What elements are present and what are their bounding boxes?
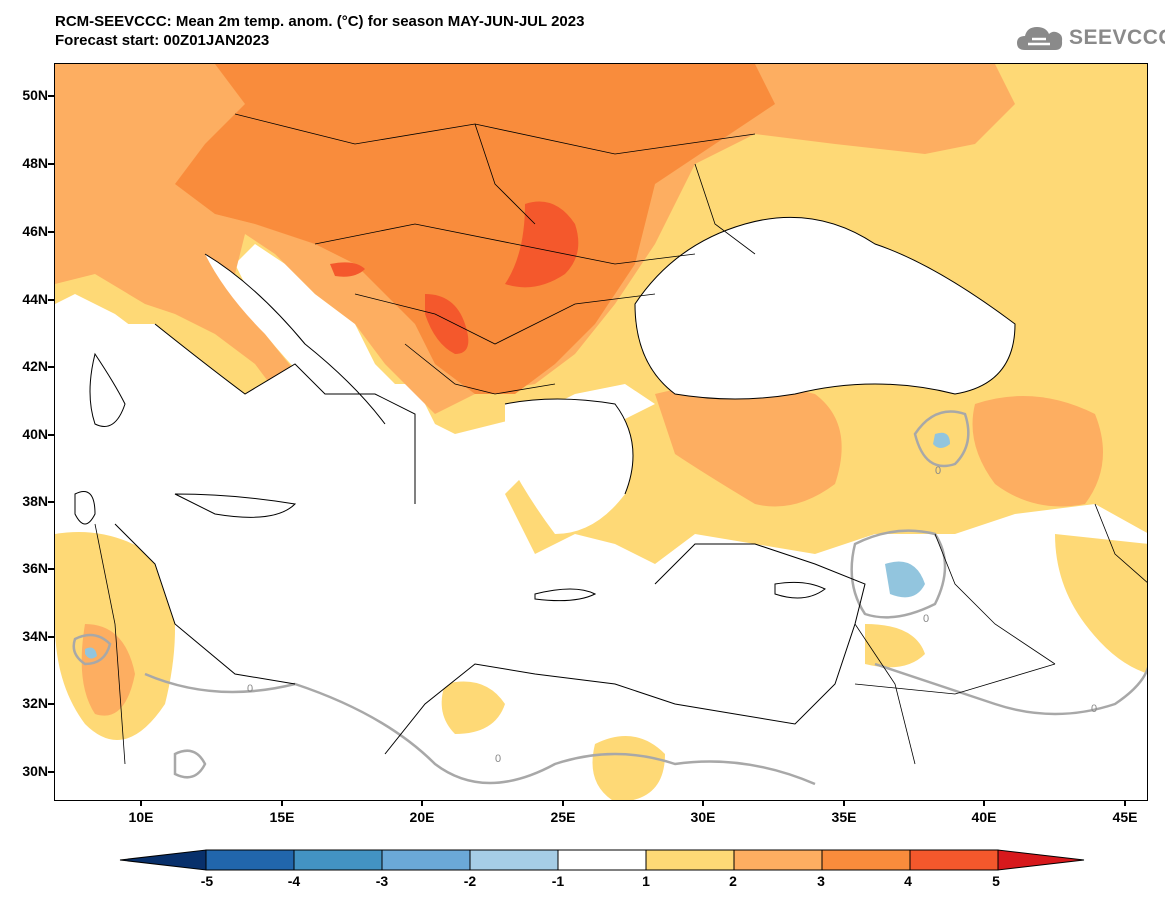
colorbar-segment-lower-end — [119, 849, 207, 871]
contour-label-1: 0 — [935, 465, 941, 477]
negative-anomaly-anatolia — [933, 432, 950, 448]
caucasus-anomaly-2-3 — [972, 396, 1103, 507]
contour-east — [874, 662, 1147, 716]
lat-label-48n: 48N — [22, 155, 48, 171]
contour-syria — [850, 529, 947, 619]
colorbar-label-2: 2 — [729, 873, 737, 889]
zero-contours — [72, 410, 1147, 786]
anatolia-anomaly-2-3 — [655, 384, 842, 507]
contour-label-5: 0 — [1091, 703, 1097, 715]
contour-label-2: 0 — [923, 613, 929, 625]
lat-label-44n: 44N — [22, 291, 48, 307]
colorbar-segment-4 — [469, 849, 559, 871]
colorbar-label-m1: -1 — [551, 873, 565, 889]
colorbar-segment-8 — [821, 849, 911, 871]
colorbar-segment-3 — [381, 849, 471, 871]
levant-patch — [865, 624, 925, 668]
title-line-1: RCM-SEEVCCC: Mean 2m temp. anom. (°C) fo… — [55, 13, 585, 30]
africa-patch-2 — [81, 624, 135, 716]
contour-label-4: 0 — [495, 753, 501, 765]
colorbar-label-3: 3 — [817, 873, 825, 889]
colorbar-label-4: 4 — [904, 873, 912, 889]
colorbar-label-m5: -5 — [200, 873, 214, 889]
contour-africa — [144, 672, 816, 786]
logo-text: SEEVCCC — [1069, 26, 1165, 49]
land-anomaly-3-4 — [175, 64, 775, 394]
colorbar-label-m4: -4 — [287, 873, 301, 889]
mediterranean-sea — [55, 324, 865, 754]
egypt-patch — [592, 735, 665, 800]
lat-label-38n: 38N — [22, 493, 48, 509]
lon-label-15e: 15E — [269, 809, 295, 825]
anomaly-map: 0 0 0 0 0 — [55, 64, 1147, 800]
contour-anatolia — [913, 410, 970, 468]
colorbar-segment-9 — [909, 849, 999, 871]
lat-label-42n: 42N — [22, 358, 48, 374]
colorbar-segment-upper-end — [997, 849, 1085, 871]
colorbar-label-1: 1 — [642, 873, 650, 889]
black-sea — [635, 217, 1015, 399]
map-area: 0 0 0 0 0 — [54, 63, 1148, 801]
lon-label-20e: 20E — [409, 809, 435, 825]
title-line-2: Forecast start: 00Z01JAN2023 — [55, 32, 270, 49]
seevccc-logo: SEEVCCC — [1015, 22, 1165, 54]
arabia-patch — [1055, 534, 1147, 674]
lat-label-30n: 30N — [22, 763, 48, 779]
lat-label-34n: 34N — [22, 628, 48, 644]
aegean-sea — [505, 399, 633, 534]
coastlines — [74, 216, 1016, 755]
lon-label-35e: 35E — [831, 809, 857, 825]
lon-label-40e: 40E — [971, 809, 997, 825]
land-anomaly-4-5-croatia — [330, 262, 365, 277]
colorbar-segment-2 — [293, 849, 383, 871]
contour-tunisia — [72, 633, 112, 666]
adriatic-sea — [205, 254, 385, 424]
contour-label-3: 0 — [247, 683, 253, 695]
colorbar-segment-5 — [557, 849, 647, 871]
country-borders — [94, 113, 1147, 765]
land-anomaly-4-5-carpathian — [505, 201, 579, 288]
contour-libya-west — [173, 749, 207, 779]
lon-label-25e: 25E — [550, 809, 576, 825]
lat-label-46n: 46N — [22, 223, 48, 239]
lat-label-50n: 50N — [22, 87, 48, 103]
colorbar-segment-1 — [205, 849, 295, 871]
lat-label-40n: 40N — [22, 426, 48, 442]
cloud-icon — [1017, 27, 1063, 50]
colorbar-label-5: 5 — [992, 873, 1000, 889]
land-anomaly-4-5-serbia — [425, 294, 469, 354]
negative-anomaly-tunisia — [85, 647, 97, 659]
negative-anomaly-syria — [885, 561, 925, 598]
lat-label-36n: 36N — [22, 560, 48, 576]
colorbar-segments — [119, 849, 1085, 871]
colorbar-label-m2: -2 — [463, 873, 477, 889]
colorbar-label-m3: -3 — [375, 873, 389, 889]
colorbar-segment-6 — [645, 849, 735, 871]
map-title: RCM-SEEVCCC: Mean 2m temp. anom. (°C) fo… — [55, 12, 584, 50]
colorbar-segment-7 — [733, 849, 823, 871]
colorbar — [119, 849, 1085, 871]
lon-label-10e: 10E — [128, 809, 154, 825]
lon-label-45e: 45E — [1112, 809, 1138, 825]
libya-patch — [441, 681, 505, 734]
lat-label-32n: 32N — [22, 695, 48, 711]
lon-label-30e: 30E — [690, 809, 716, 825]
